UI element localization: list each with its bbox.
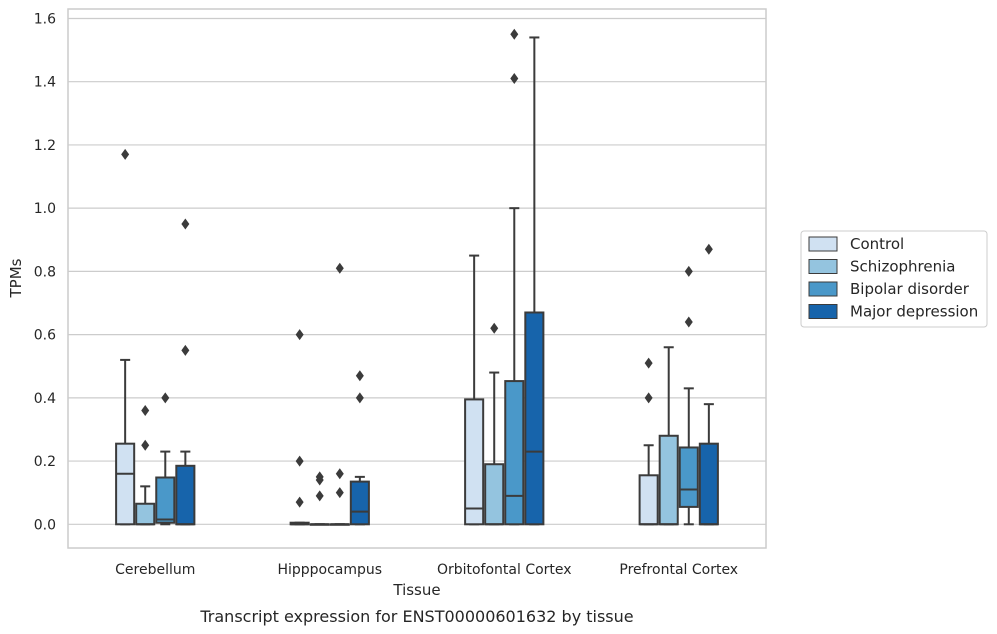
box-body [115,442,136,526]
legend-swatch [808,281,838,297]
box-control [289,329,310,526]
legend-label: Bipolar disorder [850,280,970,298]
outlier-marker [490,322,499,334]
box-major-depression [349,370,370,526]
y-tick-label: 0.4 [34,391,56,407]
box-bipolar-disorder [504,28,525,526]
box-schizophrenia [484,322,505,526]
outlier-marker [295,455,304,467]
legend-frame [800,230,988,328]
x-axis-title: Tissue [392,581,440,599]
box-control [464,254,485,526]
outlier-marker [161,392,170,404]
box-major-depression [698,243,719,526]
outlier-marker [181,218,190,230]
y-gridlines [68,17,766,525]
outlier-marker [355,370,364,382]
x-tick-label: Orbitofontal Cortex [437,562,572,578]
box-major-depression [175,218,196,526]
outlier-marker [510,73,519,85]
y-tick-labels: 0.0 0.2 0.4 0.6 0.8 1.0 1.2 1.4 1.6 [34,11,56,533]
box-schizophrenia [658,346,679,526]
box-body [484,463,505,526]
box-body [698,442,719,526]
outlier-marker [141,404,150,416]
box-body [175,464,196,526]
legend-label: Schizophrenia [850,258,955,276]
y-tick-label: 1.0 [34,201,56,217]
box-body [155,476,176,524]
x-tick-label: Cerebellum [115,562,195,578]
plot-frame [67,8,767,549]
chart-caption: Transcript expression for ENST0000060163… [199,607,633,626]
outlier-marker [510,28,519,40]
outlier-marker [335,262,344,274]
box-bipolar-disorder [329,262,350,526]
box-bipolar-disorder [155,392,176,526]
box-schizophrenia [309,471,330,526]
outlier-marker [644,357,653,369]
outlier-marker [121,148,130,160]
outlier-marker [335,468,344,480]
box-bipolar-disorder [678,265,699,526]
box-body [678,446,699,508]
outlier-marker [315,474,324,486]
box-body [504,380,525,526]
outlier-marker [644,392,653,404]
y-axis-title: TPMs [7,258,25,298]
box-body [135,502,156,526]
y-tick-label: 1.6 [34,11,56,27]
legend: Control Schizophrenia Bipolar disorder Majo… [800,230,988,328]
box-body [464,398,485,526]
box-body [638,474,659,526]
y-tick-label: 1.4 [34,75,56,91]
outlier-marker [355,392,364,404]
box-control [638,357,659,526]
box-body [658,434,679,526]
outlier-marker [295,496,304,508]
y-tick-label: 0.2 [34,454,56,470]
outlier-marker [704,243,713,255]
outlier-marker [181,344,190,356]
y-tick-label: 0.8 [34,264,56,280]
outlier-marker [684,316,693,328]
box-body [349,480,370,526]
box-groups [115,28,719,526]
outlier-marker [684,265,693,277]
x-tick-labels: Cerebellum Hipppocampus Orbitofontal Corte… [115,562,738,578]
y-tick-label: 1.2 [34,138,56,154]
box-schizophrenia [135,404,156,526]
legend-swatch [808,304,838,319]
outlier-marker [141,439,150,451]
x-tick-label: Prefrontal Cortex [619,562,738,578]
outlier-marker [335,487,344,499]
x-tick-label: Hipppocampus [277,562,382,578]
box-body [524,311,545,526]
box-control [115,148,136,526]
outlier-marker [315,490,324,502]
y-tick-label: 0.6 [34,328,56,344]
legend-swatch [808,259,838,274]
box-major-depression [524,36,545,526]
y-tick-label: 0.0 [34,517,56,533]
outlier-marker [295,329,304,341]
legend-swatch [808,236,838,252]
legend-label: Major depression [850,303,978,321]
legend-label: Control [850,235,904,253]
